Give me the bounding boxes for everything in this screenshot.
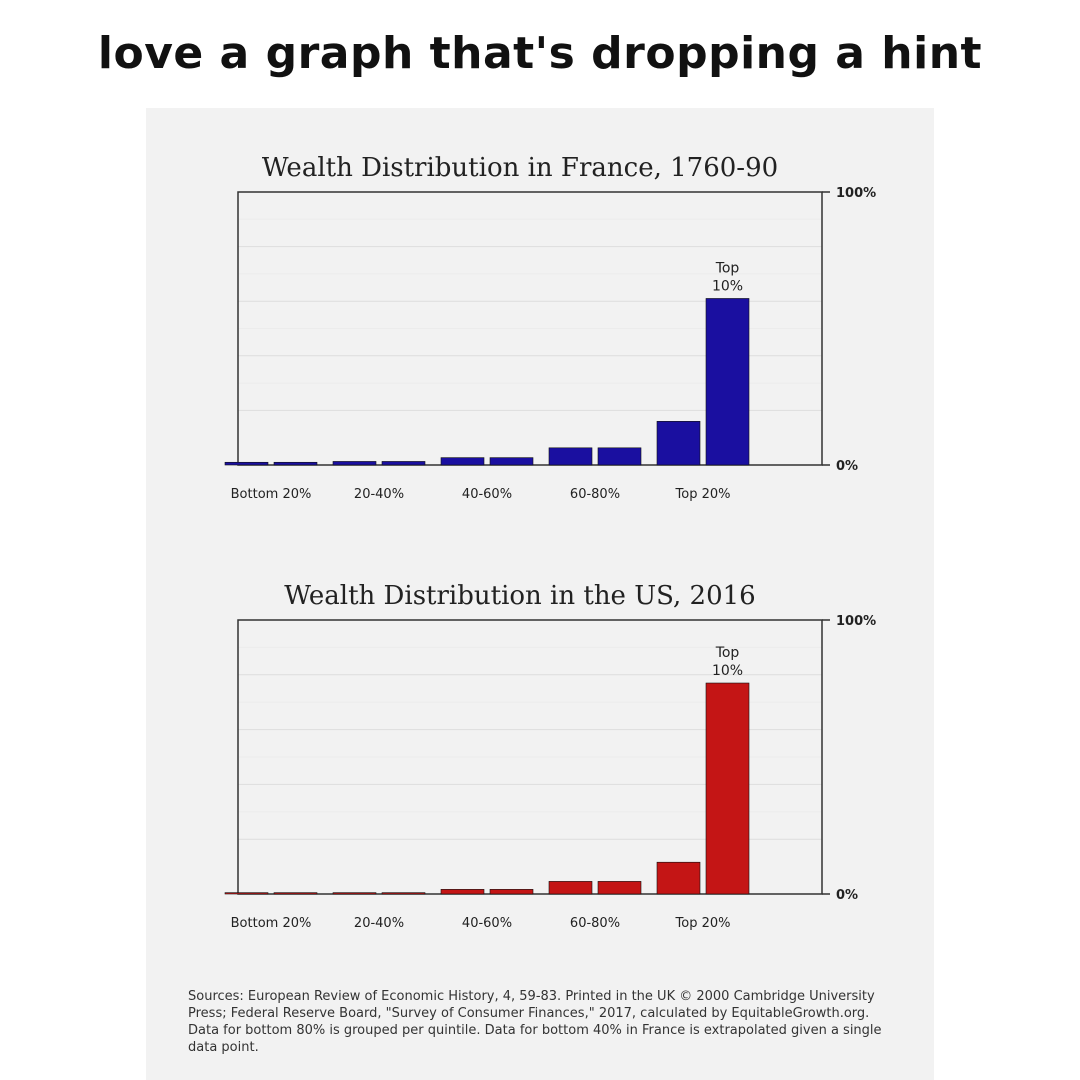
x-tick-label: 60-80% xyxy=(570,916,620,931)
y-tick-label-max: 100% xyxy=(836,186,876,201)
bar-annotation: Top xyxy=(715,260,740,276)
y-tick-label-max: 100% xyxy=(836,614,876,629)
bar xyxy=(548,447,593,466)
y-tick-label-min: 0% xyxy=(836,459,858,474)
bar-annotation: Top xyxy=(715,645,740,661)
bar xyxy=(273,892,318,895)
chart-1: Wealth Distribution in France, 1760-90 10… xyxy=(224,153,876,502)
bar xyxy=(332,461,377,466)
wealth-distribution-charts: Wealth Distribution in France, 1760-90 10… xyxy=(224,153,876,931)
bar xyxy=(224,892,269,895)
x-tick-label: 20-40% xyxy=(354,487,404,502)
x-tick-label: 40-60% xyxy=(462,916,512,931)
bar xyxy=(705,682,750,895)
chart-panel: Wealth Distribution in France, 1760-90 10… xyxy=(146,108,934,1080)
chart-title: Wealth Distribution in France, 1760-90 xyxy=(262,153,778,183)
bar xyxy=(440,889,485,895)
bar-annotation: 10% xyxy=(712,663,743,679)
meme-caption: love a graph that's dropping a hint xyxy=(97,28,983,79)
bar xyxy=(224,461,269,466)
x-tick-label: 20-40% xyxy=(354,916,404,931)
y-tick-label-min: 0% xyxy=(836,888,858,903)
bar xyxy=(381,892,426,895)
bar xyxy=(656,861,701,895)
bar xyxy=(597,881,642,895)
x-tick-label: Bottom 20% xyxy=(231,916,312,931)
bar xyxy=(597,447,642,466)
chart-2: Wealth Distribution in the US, 2016 100% 0… xyxy=(224,581,876,931)
bar xyxy=(273,461,318,466)
x-tick-label: 60-80% xyxy=(570,487,620,502)
bar xyxy=(705,298,750,466)
x-tick-label: Top 20% xyxy=(675,916,731,931)
bar xyxy=(489,889,534,895)
x-tick-label: Top 20% xyxy=(675,487,731,502)
bar xyxy=(489,457,534,466)
bar xyxy=(332,892,377,895)
bar xyxy=(381,461,426,466)
bar-annotation: 10% xyxy=(712,278,743,294)
x-tick-label: 40-60% xyxy=(462,487,512,502)
chart-title: Wealth Distribution in the US, 2016 xyxy=(284,581,755,611)
bar xyxy=(656,421,701,466)
sources-note: Sources: European Review of Economic His… xyxy=(188,989,882,1055)
x-tick-label: Bottom 20% xyxy=(231,487,312,502)
bar xyxy=(440,457,485,466)
bar xyxy=(548,881,593,895)
